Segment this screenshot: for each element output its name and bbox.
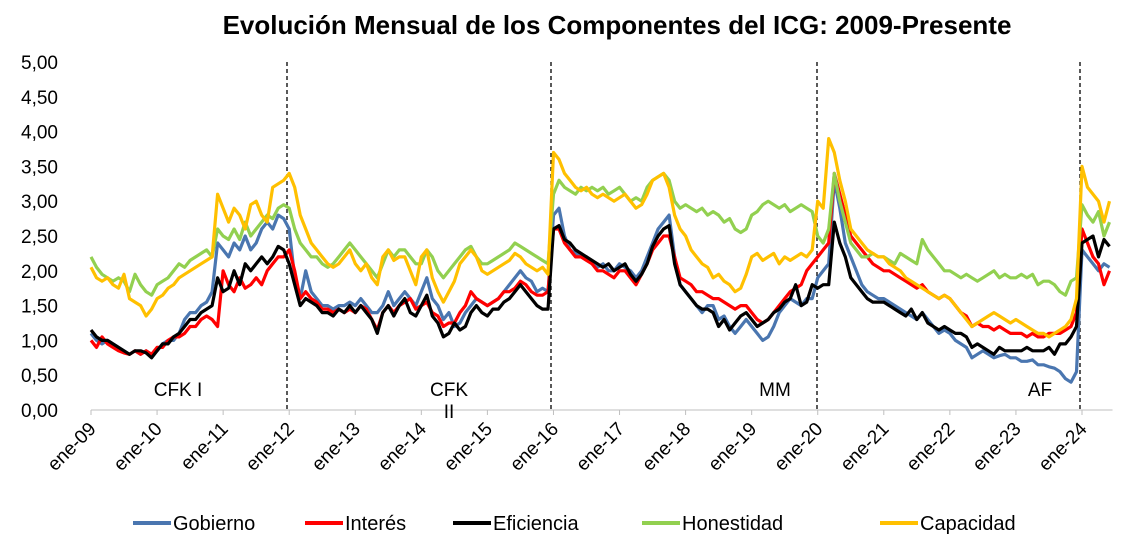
y-tick-label: 1,00: [21, 331, 58, 352]
x-tick-label: ene-21: [837, 419, 894, 476]
legend-label: Eficiencia: [493, 513, 579, 535]
x-tick-label: ene-11: [177, 419, 233, 475]
y-tick-label: 1,50: [21, 297, 58, 318]
legend-label: Gobierno: [173, 513, 255, 535]
legend-label: Interés: [345, 513, 406, 535]
period-label: AF: [1027, 380, 1053, 401]
x-tick-label: ene-23: [969, 419, 1026, 476]
x-tick-label: ene-18: [638, 419, 695, 476]
x-tick-label: ene-13: [308, 419, 365, 476]
legend-label: Honestidad: [682, 513, 783, 535]
y-tick-label: 5,00: [21, 53, 58, 74]
y-tick-label: 2,50: [21, 227, 58, 248]
x-tick-label: ene-19: [705, 419, 762, 476]
series-line: [89, 171, 1111, 297]
x-tick-label: ene-16: [506, 419, 563, 476]
series-line: [89, 220, 1111, 360]
x-tick-label: ene-24: [1035, 418, 1092, 475]
x-tick-label: ene-17: [572, 419, 629, 476]
x-tick-label: ene-14: [374, 418, 431, 475]
y-tick-label: 0,50: [21, 366, 58, 387]
y-tick-label: 3,50: [21, 157, 58, 178]
period-label: MM: [759, 380, 791, 401]
x-tick-label: ene-15: [440, 419, 497, 476]
x-tick-label: ene-20: [771, 419, 828, 476]
series-line: [89, 178, 1111, 384]
x-tick-label: ene-10: [110, 419, 167, 476]
y-tick-label: 4,50: [21, 88, 58, 109]
chart-title: Evolución Mensual de los Componentes del…: [223, 10, 1012, 40]
x-tick-label: ene-12: [242, 419, 299, 476]
period-dividers: [286, 62, 1081, 410]
x-tick-label: ene-22: [903, 419, 960, 476]
y-tick-label: 0,00: [21, 401, 58, 422]
legend-label: Capacidad: [920, 513, 1016, 535]
period-label: CFK II: [430, 380, 468, 423]
y-tick-label: 3,00: [21, 192, 58, 213]
y-tick-label: 4,00: [21, 123, 58, 144]
x-tick-label: ene-09: [44, 419, 101, 476]
period-label: CFK I: [153, 380, 203, 401]
series-line: [89, 137, 1112, 339]
y-tick-label: 2,00: [21, 262, 58, 283]
